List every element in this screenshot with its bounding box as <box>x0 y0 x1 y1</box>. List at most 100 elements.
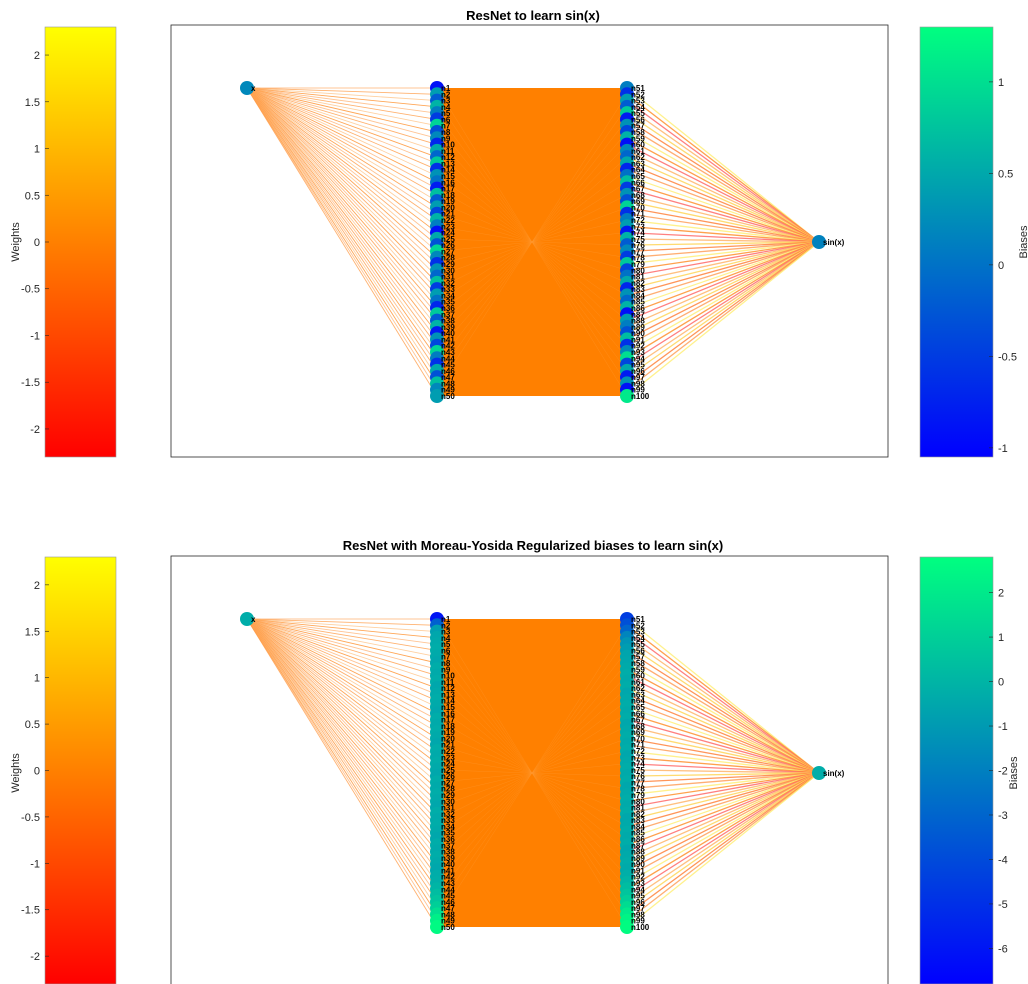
input-edge <box>246 618 438 852</box>
hidden-node-label: n58 <box>631 128 645 137</box>
input-edge <box>246 87 438 196</box>
hidden-node-label: n52 <box>631 90 645 99</box>
hidden-node-label: n6 <box>441 115 451 124</box>
weights-colorbar-bar <box>44 26 117 458</box>
output-edge <box>626 772 820 802</box>
weights-tick-label: 0.5 <box>25 719 40 731</box>
hidden-node-label: n90 <box>631 329 645 338</box>
output-edge <box>626 131 820 243</box>
output-edge <box>626 769 820 774</box>
hidden-node-label: n27 <box>441 778 455 787</box>
output-node <box>812 766 826 780</box>
output-edge <box>626 618 820 774</box>
hidden-node-label: n24 <box>441 229 455 238</box>
output-edge <box>626 718 820 774</box>
hidden-node-label: n14 <box>441 166 455 175</box>
output-edge <box>626 213 820 243</box>
hidden-node-label: n51 <box>631 615 645 624</box>
weights-tick-label: -0.5 <box>21 284 40 296</box>
input-edge <box>246 87 438 397</box>
hidden-node-label: n78 <box>631 785 645 794</box>
input-edge <box>246 87 438 202</box>
output-edge <box>626 772 820 821</box>
input-edge <box>246 618 438 796</box>
hidden-node-label: n40 <box>441 329 455 338</box>
hidden-node-label: n93 <box>631 879 645 888</box>
output-edge <box>626 772 820 777</box>
output-edge <box>626 706 820 774</box>
output-edge <box>626 649 820 774</box>
hidden-node <box>620 920 634 934</box>
hidden-node-label: n70 <box>631 203 645 212</box>
hidden-node-label: n21 <box>441 210 455 219</box>
output-edge <box>626 100 820 243</box>
input-node-label: x <box>251 84 256 93</box>
output-edge <box>626 772 820 922</box>
input-edge <box>246 618 438 865</box>
hidden-node-label: n79 <box>631 260 645 269</box>
output-edge <box>626 241 820 315</box>
hidden-node-label: n94 <box>631 354 645 363</box>
hidden-node-label: n2 <box>441 621 451 630</box>
hidden-node-label: n37 <box>441 841 455 850</box>
hidden-node <box>430 389 444 403</box>
input-edge <box>246 87 438 158</box>
input-edge <box>246 87 438 108</box>
biases-tick-label: 1 <box>998 632 1004 644</box>
output-edge <box>626 238 820 243</box>
output-edge <box>626 772 820 915</box>
output-edge <box>626 241 820 353</box>
network-edges <box>246 618 820 928</box>
weights-tick-label: 1.5 <box>25 97 40 109</box>
input-edge <box>246 87 438 353</box>
hidden-node-label: n17 <box>441 716 455 725</box>
input-edge <box>246 618 438 664</box>
output-edge <box>626 162 820 243</box>
hidden-node-label: n3 <box>441 628 451 637</box>
input-edge <box>246 618 438 720</box>
hidden-node-label: n49 <box>441 917 455 926</box>
hidden-node-label: n21 <box>441 741 455 750</box>
hidden-node-label: n92 <box>631 873 645 882</box>
hidden-node-label: n6 <box>441 646 451 655</box>
hidden-node-label: n22 <box>441 747 455 756</box>
hidden-node-label: n70 <box>631 734 645 743</box>
hidden-node-label: n47 <box>441 373 455 382</box>
output-edge <box>626 668 820 774</box>
output-edge <box>626 200 820 243</box>
input-edge <box>246 87 438 277</box>
output-edge <box>626 87 820 243</box>
weights-tick-label: -0.5 <box>21 812 40 824</box>
input-edge <box>246 87 438 365</box>
input-edge <box>246 618 438 884</box>
hidden-node-label: n24 <box>441 760 455 769</box>
hidden-node-label: n38 <box>441 848 455 857</box>
hidden-node-label: n29 <box>441 791 455 800</box>
hidden-node-label: n77 <box>631 247 645 256</box>
hidden-node-label: n19 <box>441 197 455 206</box>
hidden-node-label: n64 <box>631 697 645 706</box>
input-edge <box>246 618 438 683</box>
input-edge <box>246 87 438 271</box>
output-edge <box>626 241 820 384</box>
input-edge <box>246 618 438 903</box>
biases-tick-label: 1 <box>998 77 1004 89</box>
input-edge <box>246 618 438 871</box>
output-edge <box>626 631 820 774</box>
input-edge <box>246 87 438 127</box>
hidden-node-label: n62 <box>631 684 645 693</box>
weights-tick-label: 1 <box>34 673 40 685</box>
output-edge <box>626 241 820 341</box>
input-edge <box>246 618 438 752</box>
hidden-node-label: n10 <box>441 141 455 150</box>
weights-colorbar-label: Weights <box>10 222 22 262</box>
hidden-node-label: n61 <box>631 678 645 687</box>
output-edge <box>626 772 820 796</box>
hidden-node-label: n60 <box>631 141 645 150</box>
biases-tick-label: -1 <box>998 443 1008 455</box>
output-edge <box>626 772 820 834</box>
hidden-node-label: n87 <box>631 841 645 850</box>
hidden-node-label: n92 <box>631 342 645 351</box>
input-edge <box>246 87 438 378</box>
output-edge <box>626 143 820 243</box>
